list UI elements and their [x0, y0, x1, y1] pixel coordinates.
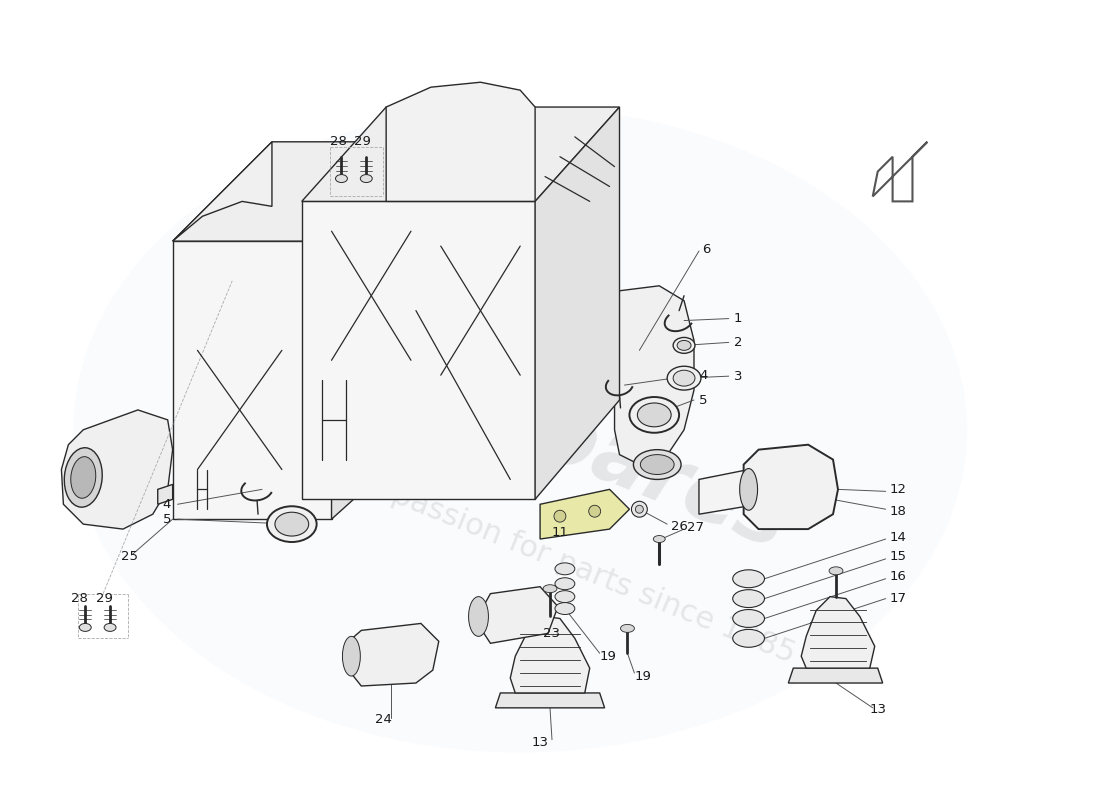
Text: 14: 14 [890, 530, 906, 543]
Text: 2: 2 [734, 336, 742, 349]
Text: 23: 23 [543, 627, 560, 640]
Circle shape [636, 506, 644, 514]
Text: 12: 12 [890, 483, 906, 496]
Ellipse shape [640, 454, 674, 474]
Text: 29: 29 [354, 135, 371, 148]
Text: 5: 5 [698, 394, 707, 406]
Polygon shape [173, 142, 272, 241]
Polygon shape [475, 586, 558, 643]
Polygon shape [801, 597, 874, 668]
Ellipse shape [829, 567, 843, 574]
Polygon shape [789, 668, 882, 683]
Ellipse shape [64, 448, 102, 507]
Polygon shape [872, 142, 927, 202]
Ellipse shape [673, 338, 695, 354]
Text: 26: 26 [671, 520, 688, 533]
Polygon shape [345, 623, 439, 686]
Polygon shape [535, 107, 619, 499]
Polygon shape [173, 142, 431, 241]
Ellipse shape [739, 469, 758, 510]
Ellipse shape [543, 585, 557, 593]
Polygon shape [301, 107, 619, 202]
Text: 11: 11 [552, 526, 569, 538]
Ellipse shape [556, 578, 575, 590]
Ellipse shape [634, 450, 681, 479]
Ellipse shape [336, 174, 348, 182]
Text: 18: 18 [890, 505, 906, 518]
Text: 6: 6 [702, 242, 711, 255]
Ellipse shape [629, 397, 679, 433]
Ellipse shape [556, 602, 575, 614]
Text: 4: 4 [163, 498, 172, 510]
Ellipse shape [79, 623, 91, 631]
Ellipse shape [668, 366, 701, 390]
Ellipse shape [733, 610, 764, 627]
Polygon shape [386, 82, 535, 202]
Text: 13: 13 [870, 703, 887, 716]
Text: 15: 15 [890, 550, 906, 563]
Circle shape [554, 510, 565, 522]
Text: 19: 19 [600, 650, 616, 662]
Ellipse shape [469, 597, 488, 636]
Text: 28: 28 [330, 135, 346, 148]
Polygon shape [331, 142, 431, 519]
Ellipse shape [342, 636, 361, 676]
Polygon shape [173, 241, 331, 519]
Text: 24: 24 [375, 714, 392, 726]
Text: 13: 13 [531, 736, 549, 749]
Ellipse shape [104, 623, 116, 631]
Ellipse shape [556, 563, 575, 574]
Text: eurospares: eurospares [280, 294, 800, 566]
Text: 1: 1 [734, 312, 742, 325]
Polygon shape [510, 617, 590, 693]
Ellipse shape [653, 535, 666, 542]
Ellipse shape [673, 370, 695, 386]
Polygon shape [495, 693, 605, 708]
Polygon shape [698, 467, 773, 514]
Text: 28: 28 [72, 592, 88, 605]
Ellipse shape [556, 590, 575, 602]
Ellipse shape [74, 107, 967, 753]
Text: a passion for parts since 1985: a passion for parts since 1985 [361, 469, 799, 669]
Ellipse shape [733, 590, 764, 607]
Text: 19: 19 [635, 670, 651, 682]
Ellipse shape [678, 341, 691, 350]
Ellipse shape [620, 625, 635, 632]
Ellipse shape [70, 457, 96, 498]
Ellipse shape [733, 630, 764, 647]
Polygon shape [744, 445, 838, 529]
Text: 17: 17 [890, 592, 906, 605]
Circle shape [588, 506, 601, 517]
Text: 4: 4 [698, 369, 707, 382]
Polygon shape [540, 490, 629, 539]
Ellipse shape [361, 174, 372, 182]
Ellipse shape [733, 570, 764, 588]
Polygon shape [301, 202, 535, 499]
Polygon shape [157, 485, 173, 504]
Text: 16: 16 [890, 570, 906, 583]
Text: 25: 25 [121, 550, 138, 563]
Ellipse shape [275, 512, 309, 536]
Text: 3: 3 [734, 370, 742, 382]
Text: 29: 29 [96, 592, 113, 605]
Text: 27: 27 [688, 521, 704, 534]
Circle shape [631, 502, 647, 517]
Polygon shape [62, 410, 173, 529]
Text: 5: 5 [163, 513, 172, 526]
Polygon shape [615, 286, 694, 465]
Ellipse shape [637, 403, 671, 427]
Ellipse shape [267, 506, 317, 542]
